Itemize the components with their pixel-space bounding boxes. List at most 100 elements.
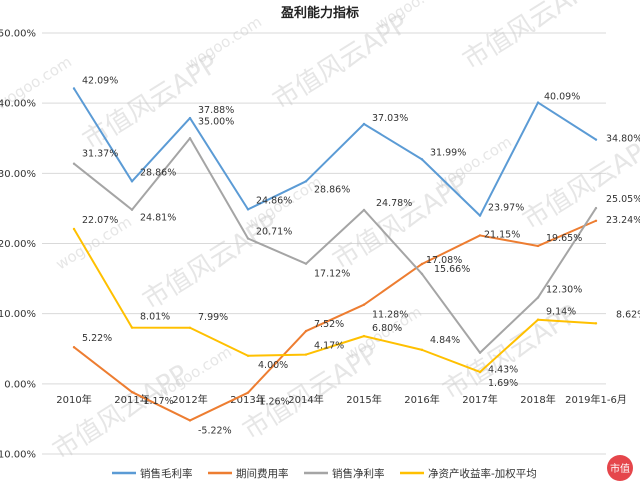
data-point	[362, 334, 366, 338]
y-tick-label: 0.00%	[4, 379, 36, 390]
data-point	[188, 137, 192, 140]
data-point	[420, 262, 424, 266]
data-label: 22.07%	[82, 215, 118, 226]
data-label: 37.88%	[198, 105, 234, 116]
data-point	[536, 318, 540, 321]
data-point	[246, 237, 250, 240]
data-point	[362, 303, 366, 306]
data-point	[130, 390, 134, 394]
data-point	[304, 353, 308, 356]
legend-label: 销售毛利率	[140, 467, 193, 480]
data-label: 42.09%	[82, 76, 118, 87]
data-label: 23.97%	[488, 203, 524, 214]
data-label: 28.86%	[314, 184, 350, 195]
data-point	[188, 419, 192, 422]
data-label: 12.30%	[546, 285, 582, 296]
data-point	[536, 101, 540, 104]
data-label: 37.03%	[372, 113, 408, 124]
data-point	[420, 348, 424, 352]
data-label: 34.80%	[606, 134, 640, 145]
data-label: 6.80%	[372, 323, 402, 334]
data-label: 19.65%	[546, 233, 582, 244]
legend: 销售毛利率 期间费用率 销售净利率 净资产收益率-加权平均	[112, 467, 537, 480]
data-point	[188, 326, 192, 329]
data-label: -5.22%	[198, 425, 232, 436]
series-line	[73, 137, 597, 354]
data-point	[72, 346, 76, 349]
data-label: 40.09%	[544, 92, 580, 103]
data-label: -1.26%	[256, 397, 290, 408]
data-label: 4.43%	[488, 365, 518, 376]
data-label: 31.37%	[82, 149, 118, 160]
data-point	[420, 272, 424, 276]
y-tick-label: 10.00%	[0, 309, 36, 320]
watermark-text: 市值风云APP	[458, 0, 604, 76]
watermark-stamp	[607, 455, 633, 481]
data-labels: 42.09% 28.86% 37.88% 24.86% 28.86% 37.03% 31.9…	[82, 76, 640, 437]
y-tick-label: -10.00%	[0, 450, 36, 461]
data-point	[304, 180, 308, 183]
series-line	[73, 228, 597, 373]
data-label: 25.05%	[606, 194, 640, 205]
data-label: 15.66%	[434, 264, 470, 275]
data-label: 11.28%	[372, 310, 408, 321]
data-point	[72, 227, 76, 231]
data-label: 9.14%	[546, 307, 576, 318]
data-point	[188, 116, 192, 120]
legend-label: 销售净利率	[332, 467, 385, 480]
x-tick-label: 2010年	[56, 393, 91, 406]
data-point	[536, 244, 540, 248]
data-label: 31.99%	[430, 147, 466, 158]
data-label: 4.84%	[430, 335, 460, 346]
x-tick-label: 2016年	[404, 393, 439, 406]
data-label: 4.00%	[258, 360, 288, 371]
data-point	[478, 370, 482, 374]
data-label: 24.78%	[376, 198, 412, 209]
data-label: 7.99%	[198, 312, 228, 323]
data-point	[362, 208, 366, 212]
data-point	[304, 329, 308, 333]
data-point	[420, 158, 424, 161]
data-point	[72, 87, 76, 90]
data-label: 7.52%	[314, 319, 344, 330]
legend-label: 净资产收益率-加权平均	[428, 467, 537, 480]
data-label: 8.62%	[616, 309, 640, 320]
x-tick-label: 2012年	[172, 393, 207, 406]
x-tick-label: 2018年	[520, 393, 555, 406]
data-label: 24.86%	[256, 195, 292, 206]
data-label: 21.15%	[484, 229, 520, 240]
data-point	[594, 322, 598, 325]
data-label: 8.01%	[140, 312, 170, 323]
data-label: 23.24%	[606, 215, 640, 226]
data-point	[304, 262, 308, 265]
y-tick-label: 40.00%	[0, 99, 36, 110]
data-point	[362, 122, 366, 126]
data-label: 20.71%	[256, 227, 292, 238]
series-line	[73, 219, 597, 422]
data-point	[478, 351, 482, 354]
data-label: -1.17%	[140, 396, 174, 407]
data-label: 35.00%	[198, 116, 234, 127]
watermark-url: wogoo.com	[183, 13, 265, 74]
data-point	[130, 208, 134, 211]
data-point	[594, 138, 598, 141]
data-label: 4.17%	[314, 341, 344, 352]
x-tick-label: 2017年	[462, 393, 497, 406]
y-tick-label: 30.00%	[0, 169, 36, 180]
legend-label: 期间费用率	[236, 467, 289, 480]
data-point	[478, 214, 482, 217]
data-label: 17.08%	[426, 255, 462, 266]
x-tick-label: 2014年	[288, 393, 323, 406]
series-line	[73, 87, 597, 217]
x-tick-label: 2015年	[346, 393, 381, 406]
data-label: 28.86%	[140, 167, 176, 178]
data-label: 17.12%	[314, 269, 350, 280]
data-point	[246, 354, 250, 357]
data-label: 5.22%	[82, 333, 112, 344]
data-point	[246, 208, 250, 211]
y-tick-label: 50.00%	[0, 29, 36, 40]
data-point	[130, 326, 134, 329]
